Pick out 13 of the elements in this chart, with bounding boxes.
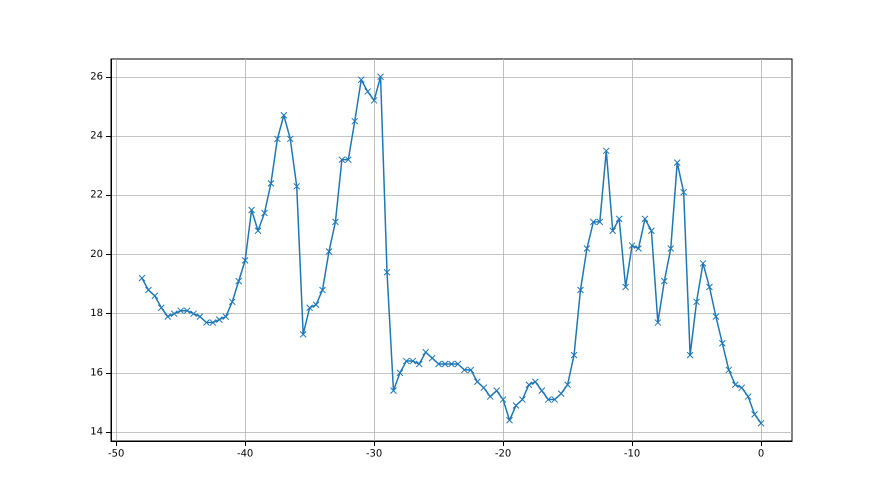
y-tick-label: 24 <box>90 130 103 142</box>
y-tick-label: 16 <box>90 367 103 378</box>
y-tick-label: 26 <box>90 71 103 82</box>
y-tick-label: 14 <box>90 426 103 438</box>
y-tick-label: 22 <box>90 190 103 201</box>
y-tick-label: 20 <box>90 248 103 260</box>
x-tick-label: 0 <box>758 448 764 460</box>
x-tick-label: -20 <box>494 448 512 460</box>
y-tick-label: 18 <box>90 308 103 320</box>
x-tick-label: -40 <box>236 448 254 460</box>
x-tick-label: -10 <box>624 448 640 460</box>
x-tick-label: -30 <box>366 448 382 460</box>
x-tick-label: -50 <box>108 448 124 460</box>
